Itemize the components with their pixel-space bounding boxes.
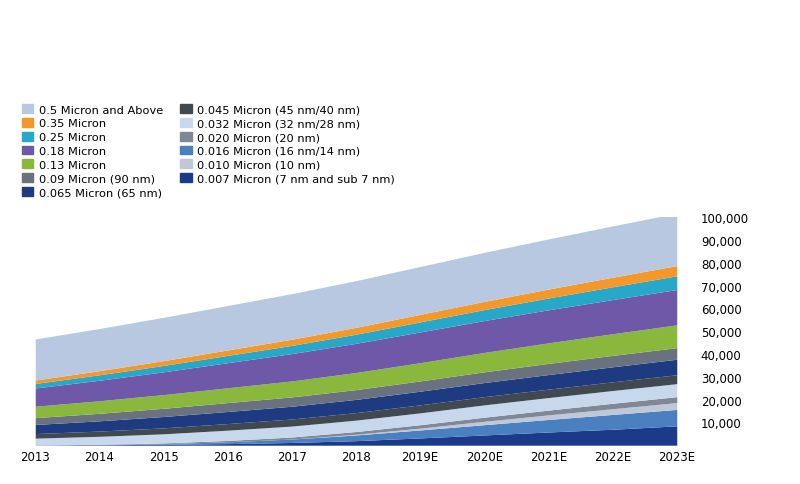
Legend: 0.5 Micron and Above, 0.35 Micron, 0.25 Micron, 0.18 Micron, 0.13 Micron, 0.09 M: 0.5 Micron and Above, 0.35 Micron, 0.25 …	[22, 105, 395, 197]
